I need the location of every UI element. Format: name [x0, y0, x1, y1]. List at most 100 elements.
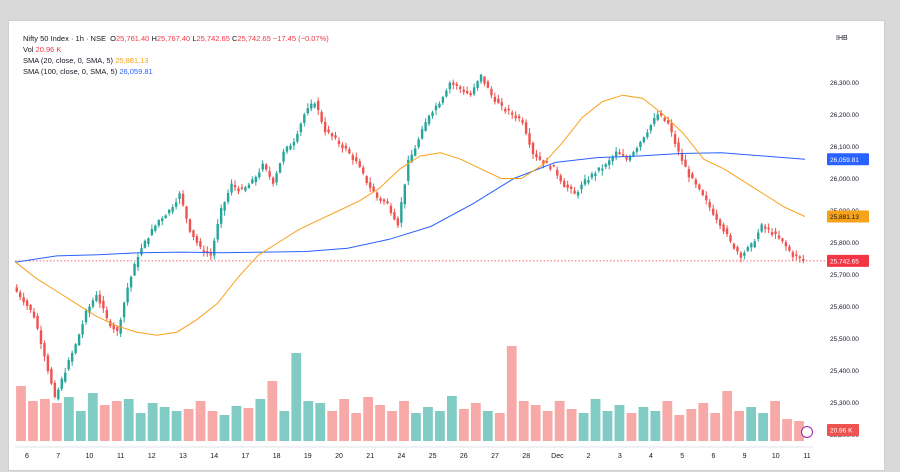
candle[interactable] [74, 344, 77, 353]
candle[interactable] [594, 173, 597, 177]
candle[interactable] [50, 368, 53, 384]
candle[interactable] [178, 193, 181, 200]
candle[interactable] [691, 173, 694, 179]
candle[interactable] [358, 161, 361, 168]
candle[interactable] [687, 169, 691, 178]
candle[interactable] [67, 360, 70, 370]
candle[interactable] [91, 300, 95, 307]
candle[interactable] [698, 184, 701, 190]
candle[interactable] [739, 252, 743, 258]
candle[interactable] [344, 145, 348, 149]
candle[interactable] [98, 294, 102, 304]
candle[interactable] [258, 172, 261, 178]
sma100-legend-row[interactable]: SMA (100, close, 0, SMA, 5) 26,059.81 [23, 67, 153, 76]
candle[interactable] [140, 248, 143, 255]
candle[interactable] [407, 159, 410, 182]
candle[interactable] [424, 122, 427, 131]
candle[interactable] [53, 382, 57, 397]
scale-mode-button[interactable]: IHB [836, 35, 848, 42]
candle[interactable] [718, 219, 722, 226]
candle[interactable] [618, 152, 621, 155]
volume-legend-row[interactable]: Vol 20.96 K [23, 45, 62, 54]
candle[interactable] [559, 175, 562, 182]
candle[interactable] [705, 195, 708, 201]
candle[interactable] [46, 355, 50, 372]
candle[interactable] [649, 125, 653, 131]
candle[interactable] [795, 254, 798, 257]
candle[interactable] [725, 228, 729, 235]
candle[interactable] [663, 117, 666, 121]
candle[interactable] [694, 179, 698, 185]
candle[interactable] [642, 137, 646, 143]
candle[interactable] [413, 148, 417, 156]
candle[interactable] [535, 153, 538, 158]
candle[interactable] [230, 183, 233, 193]
candle[interactable] [459, 86, 462, 89]
sma20-legend-row[interactable]: SMA (20, close, 0, SMA, 5) 25,881.13 [23, 56, 149, 65]
candle[interactable] [60, 378, 63, 389]
candle[interactable] [455, 83, 458, 86]
candle[interactable] [157, 220, 160, 226]
candle[interactable] [767, 227, 770, 230]
candle[interactable] [500, 102, 504, 106]
candle[interactable] [514, 115, 517, 119]
candle[interactable] [223, 202, 226, 211]
candle[interactable] [576, 192, 580, 196]
candle[interactable] [673, 134, 677, 144]
candle[interactable] [670, 123, 673, 133]
candle[interactable] [171, 207, 174, 212]
candle[interactable] [292, 141, 296, 146]
candle[interactable] [29, 304, 32, 311]
candle[interactable] [753, 241, 756, 248]
candle[interactable] [192, 230, 195, 238]
candle[interactable] [126, 287, 129, 303]
candle[interactable] [545, 161, 549, 163]
candle[interactable] [129, 276, 133, 288]
candle[interactable] [493, 96, 497, 102]
candle[interactable] [213, 240, 216, 256]
candle[interactable] [417, 139, 420, 148]
candle[interactable] [285, 146, 289, 152]
candle[interactable] [732, 243, 736, 249]
candle[interactable] [781, 238, 784, 242]
candle[interactable] [476, 81, 479, 89]
candle[interactable] [802, 258, 805, 261]
candle[interactable] [656, 114, 659, 120]
candle[interactable] [199, 241, 202, 247]
candle[interactable] [788, 246, 791, 251]
candle[interactable] [368, 182, 372, 188]
candle[interactable] [729, 235, 732, 242]
candle[interactable] [15, 287, 18, 292]
candle[interactable] [289, 145, 292, 150]
candle[interactable] [226, 193, 230, 202]
candle[interactable] [25, 300, 29, 306]
candle[interactable] [320, 111, 323, 122]
candle[interactable] [64, 372, 67, 382]
candle[interactable] [341, 144, 344, 149]
candle[interactable] [147, 238, 150, 244]
candle[interactable] [268, 171, 271, 177]
candle[interactable] [396, 218, 400, 226]
sma100-line[interactable] [14, 152, 806, 263]
candle[interactable] [746, 247, 750, 251]
candle[interactable] [351, 155, 355, 160]
candle[interactable] [486, 81, 490, 88]
candle[interactable] [296, 133, 299, 142]
candle[interactable] [330, 133, 334, 137]
candle[interactable] [469, 93, 472, 96]
candle[interactable] [122, 302, 126, 318]
candle[interactable] [84, 310, 88, 323]
candle[interactable] [150, 229, 154, 235]
candle[interactable] [233, 185, 237, 188]
candle[interactable] [448, 82, 452, 90]
candle[interactable] [22, 297, 25, 303]
candle[interactable] [791, 252, 795, 258]
candle[interactable] [770, 232, 774, 235]
candle[interactable] [438, 103, 441, 108]
candle[interactable] [216, 223, 219, 240]
candle[interactable] [265, 164, 268, 170]
candle[interactable] [528, 133, 531, 145]
candle[interactable] [70, 352, 74, 362]
candle[interactable] [750, 243, 753, 248]
candle[interactable] [608, 160, 611, 165]
